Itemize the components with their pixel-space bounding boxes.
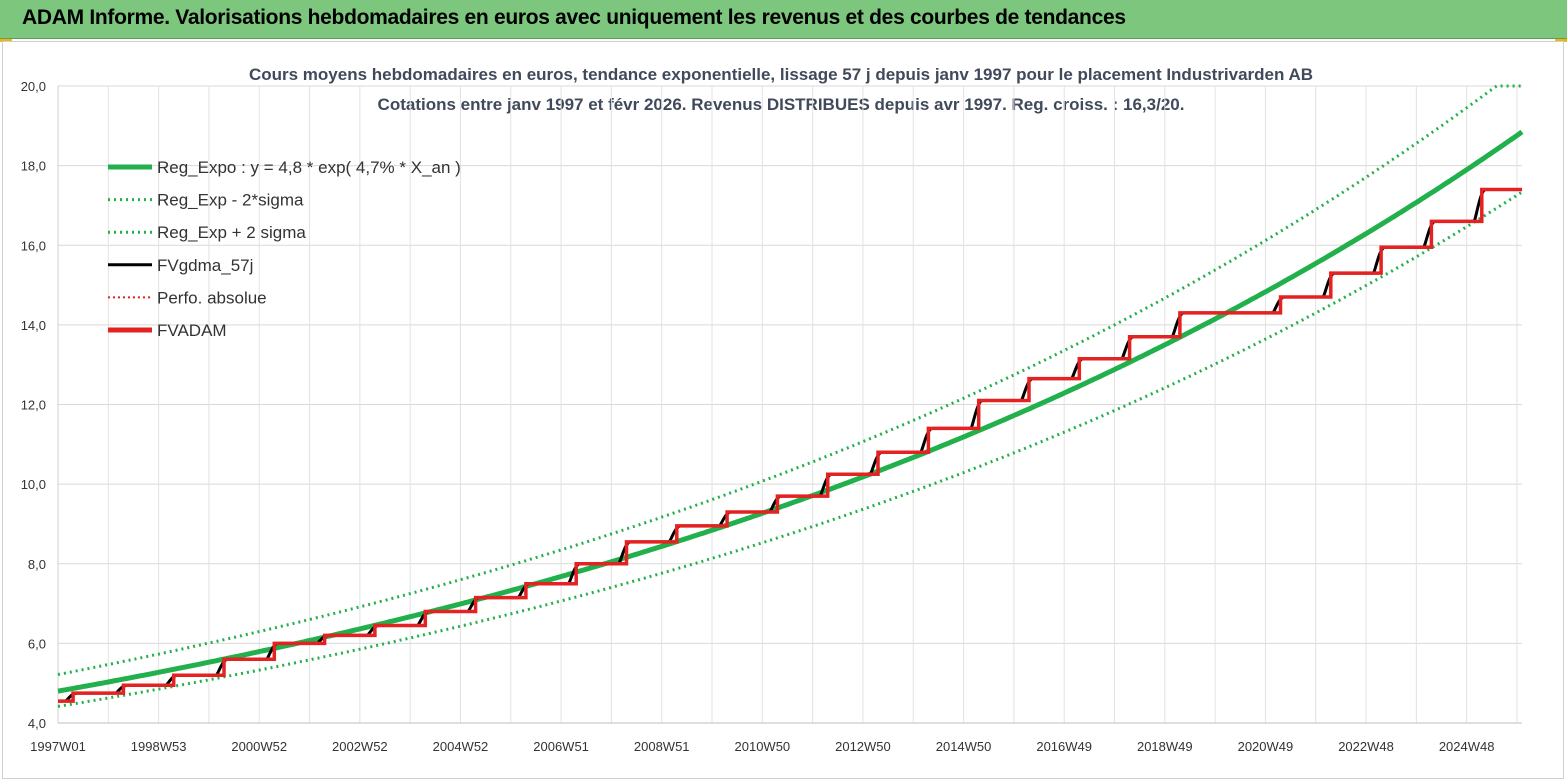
x-tick-label: 2018W49 — [1137, 739, 1193, 754]
legend: Reg_Expo : y = 4,8 * exp( 4,7% * X_an ) R… — [108, 158, 461, 340]
legend-label: Reg_Exp - 2*sigma — [157, 191, 304, 210]
legend-label: Perfo. absolue — [157, 288, 267, 307]
chart-frame — [2, 41, 1564, 779]
series-reg-expo — [57, 129, 1524, 694]
y-tick-label: 8,0 — [28, 557, 46, 572]
x-tick-label: 2020W49 — [1238, 739, 1294, 754]
x-tick-label: 2024W48 — [1439, 739, 1495, 754]
y-tick-label: 4,0 — [28, 716, 46, 731]
x-tick-label: 2010W50 — [735, 739, 791, 754]
y-axis-ticks: 4,0 6,0 8,0 10,0 12,0 14,0 16,0 18,0 20,0 — [21, 79, 46, 731]
legend-label: Reg_Exp + 2 sigma — [157, 223, 306, 242]
x-tick-label: 2022W48 — [1338, 739, 1394, 754]
x-tick-label: 2002W52 — [332, 739, 388, 754]
y-tick-label: 6,0 — [28, 636, 46, 651]
corner-mark-right — [1555, 39, 1567, 42]
y-tick-label: 14,0 — [21, 318, 46, 333]
y-tick-label: 20,0 — [21, 79, 46, 94]
y-tick-label: 16,0 — [21, 238, 46, 253]
y-tick-label: 12,0 — [21, 398, 46, 413]
x-tick-label: 1998W53 — [131, 739, 187, 754]
x-tick-label: 2000W52 — [231, 739, 287, 754]
series-fvadam — [58, 187, 1522, 703]
chart-title-line-1: Cours moyens hebdomadaires en euros, ten… — [249, 65, 1313, 84]
x-tick-label: 2014W50 — [936, 739, 992, 754]
x-tick-label: 2008W51 — [634, 739, 690, 754]
x-tick-label: 2016W49 — [1036, 739, 1092, 754]
legend-label: FVgdma_57j — [157, 256, 253, 275]
series-group — [57, 84, 1524, 708]
header-bar: ADAM Informe. Valorisations hebdomadaire… — [0, 0, 1567, 39]
legend-label: Reg_Expo : y = 4,8 * exp( 4,7% * X_an ) — [157, 158, 461, 177]
chart-title-line-2: Cotations entre janv 1997 et févr 2026. … — [378, 95, 1185, 114]
legend-label: FVADAM — [157, 321, 227, 340]
y-tick-label: 18,0 — [21, 159, 46, 174]
y-tick-label: 10,0 — [21, 477, 46, 492]
series-fvgdma-57j — [58, 188, 1514, 703]
x-tick-label: 2004W52 — [433, 739, 489, 754]
x-tick-label: 2012W50 — [835, 739, 891, 754]
x-axis-ticks: 1997W01 1998W53 2000W52 2002W52 2004W52 2006W… — [30, 739, 1494, 754]
header-title: ADAM Informe. Valorisations hebdomadaire… — [22, 6, 1126, 29]
corner-mark-left — [0, 39, 12, 42]
x-tick-label: 2006W51 — [533, 739, 589, 754]
x-tick-label: 1997W01 — [30, 739, 86, 754]
grid — [57, 85, 1522, 724]
